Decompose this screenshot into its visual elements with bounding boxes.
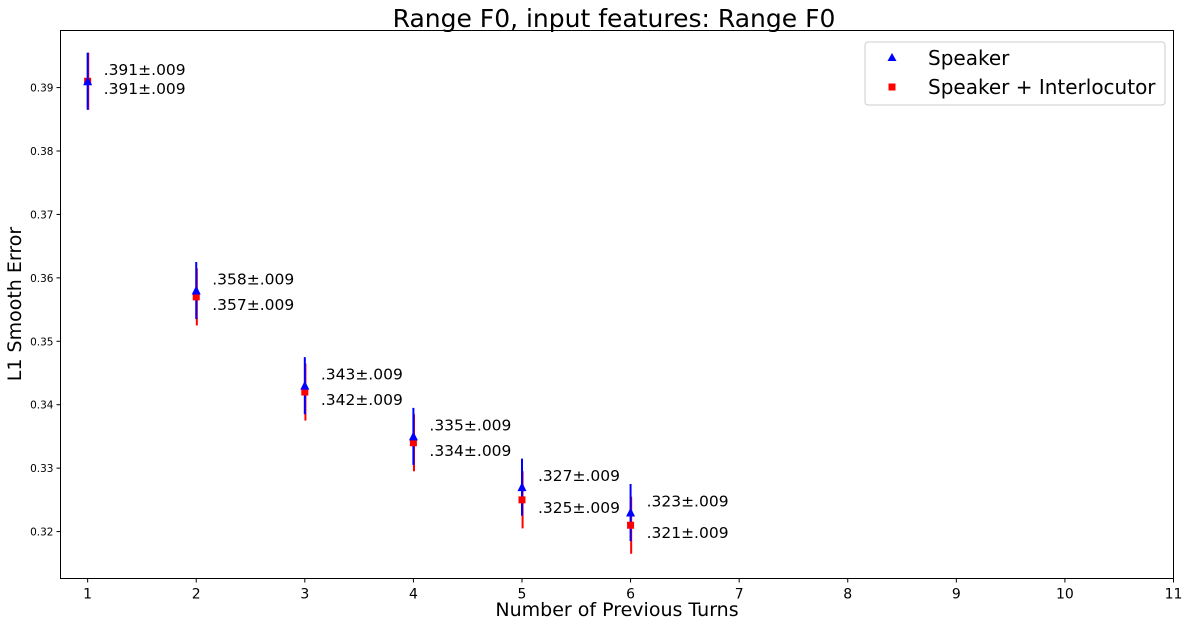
x-tick-label: 4 — [409, 587, 418, 603]
data-label-speaker-interlocutor: .321±.009 — [647, 524, 729, 542]
data-label-speaker: .358±.009 — [212, 271, 294, 289]
x-tick-label: 8 — [843, 587, 852, 603]
x-axis-label: Number of Previous Turns — [495, 599, 738, 621]
data-label-speaker-interlocutor: .334±.009 — [429, 442, 511, 460]
x-tick-label: 10 — [1056, 587, 1074, 603]
y-axis-label: L1 Smooth Error — [4, 227, 26, 382]
data-label-speaker: .323±.009 — [647, 493, 729, 511]
x-tick-label: 2 — [192, 587, 201, 603]
data-label-speaker: .327±.009 — [538, 467, 620, 485]
x-tick-label: 6 — [626, 587, 635, 603]
x-tick-label: 5 — [518, 587, 527, 603]
data-point-speaker — [191, 285, 201, 295]
data-label-speaker: .391±.009 — [104, 61, 186, 79]
y-tick-label: 0.32 — [30, 527, 53, 539]
y-axis: 0.32 0.33 0.34 0.35 0.36 0.37 0.38 0.39 — [30, 83, 61, 539]
legend-frame — [864, 41, 1166, 106]
data-point-speaker-interlocutor — [518, 496, 526, 504]
data-label-speaker-interlocutor: .391±.009 — [104, 80, 186, 98]
x-tick-label: 3 — [300, 587, 309, 603]
y-tick-label: 0.39 — [30, 83, 53, 95]
data-point-speaker — [408, 431, 418, 441]
x-axis: 1 2 3 4 5 6 7 8 9 10 11 — [83, 578, 1183, 603]
legend-marker-speaker-interlocutor — [888, 83, 896, 91]
x-tick-label: 11 — [1165, 587, 1183, 603]
y-tick-label: 0.36 — [30, 273, 54, 285]
x-tick-label: 1 — [83, 587, 92, 603]
data-point-speaker-interlocutor — [301, 388, 309, 396]
legend-marker-speaker — [887, 53, 897, 61]
data-point-speaker — [83, 76, 93, 86]
legend: Speaker Speaker + Interlocutor — [864, 41, 1166, 106]
x-tick-label: 9 — [952, 587, 961, 603]
data-label-speaker-interlocutor: .357±.009 — [212, 296, 294, 314]
x-tick-label: 7 — [735, 587, 744, 603]
data-label-speaker-interlocutor: .325±.009 — [538, 499, 620, 517]
legend-label-speaker-interlocutor: Speaker + Interlocutor — [928, 75, 1156, 99]
data-point-speaker — [626, 507, 636, 517]
data-point-speaker — [300, 380, 310, 390]
data-point-speaker-interlocutor — [409, 439, 417, 447]
y-tick-label: 0.34 — [30, 400, 54, 412]
data-point-speaker-interlocutor — [192, 293, 200, 301]
plot-frame — [60, 30, 1174, 579]
y-tick-label: 0.37 — [30, 209, 53, 221]
data-point-speaker-interlocutor — [627, 521, 635, 529]
data-label-speaker: .343±.009 — [321, 366, 403, 384]
legend-label-speaker: Speaker — [928, 46, 1010, 70]
y-tick-label: 0.33 — [30, 463, 53, 475]
data-point-speaker — [517, 482, 527, 492]
y-tick-label: 0.35 — [30, 336, 53, 348]
y-tick-label: 0.38 — [30, 146, 53, 158]
chart-title: Range F0, input features: Range F0 — [393, 4, 836, 33]
data-label-speaker-interlocutor: .342±.009 — [321, 391, 403, 409]
data-label-speaker: .335±.009 — [429, 416, 511, 434]
plot-area: .391±.009.391±.009 .358±.009 .357±.009 .343… — [83, 52, 729, 554]
